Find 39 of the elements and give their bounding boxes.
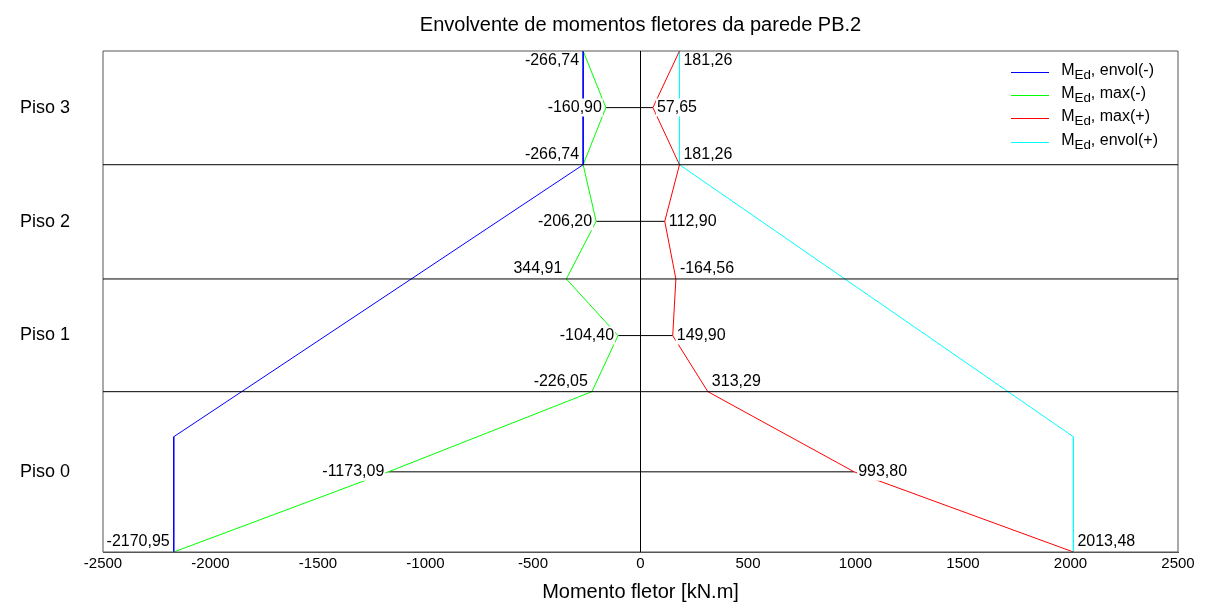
annotation: 181,26: [683, 51, 733, 69]
x-tick-label: 2500: [1161, 554, 1195, 572]
annotation: 57,65: [656, 98, 698, 116]
annotation: -104,40: [559, 325, 615, 343]
x-tick-label: 2000: [1053, 554, 1088, 572]
annotation: -164,56: [679, 259, 735, 277]
x-tick-label: 0: [636, 554, 645, 572]
annotation: 112,90: [668, 211, 717, 229]
chart-title: Envolvente de momentos fletores da parede PB.2: [419, 12, 862, 35]
text: Piso 0: [20, 460, 71, 481]
text: Piso 2: [20, 210, 71, 231]
x-tick-label: 500: [735, 554, 761, 572]
x-axis-title: Momento fletor [kN.m]: [542, 579, 739, 602]
annotation: -226,05: [533, 372, 588, 390]
text: Piso 1: [20, 324, 71, 345]
annotation: -266,74: [524, 145, 580, 163]
x-tick-label: -500: [517, 554, 549, 572]
annotation: -2170,95: [106, 532, 170, 550]
annotation: 149,90: [676, 325, 726, 343]
annotation: -206,20: [537, 211, 593, 229]
x-tick-label: -2500: [83, 554, 123, 572]
annotation: 181,26: [683, 145, 733, 163]
x-tick-label: 1000: [838, 554, 873, 572]
legend-label: M$_{Ed}$, max(-): [1061, 84, 1146, 108]
legend-label: M$_{Ed}$, envol(-): [1061, 61, 1154, 85]
annotation: -266,74: [524, 51, 580, 69]
annotation: -1173,09: [322, 462, 385, 480]
x-tick-label: -1000: [406, 554, 445, 572]
x-tick-label: -1500: [298, 554, 338, 572]
annotation: -160,90: [547, 98, 603, 116]
legend-label: M$_{Ed}$, max(+): [1061, 107, 1150, 131]
annotation: 993,80: [858, 462, 908, 480]
annotation: 344,91: [513, 259, 563, 277]
text: Piso 3: [20, 96, 71, 117]
legend-label: M$_{Ed}$, envol(+): [1061, 130, 1158, 154]
x-tick-label: -2000: [191, 554, 230, 572]
annotation: 313,29: [711, 372, 761, 390]
x-tick-label: 1500: [946, 554, 980, 572]
annotation: 2013,48: [1077, 532, 1136, 550]
